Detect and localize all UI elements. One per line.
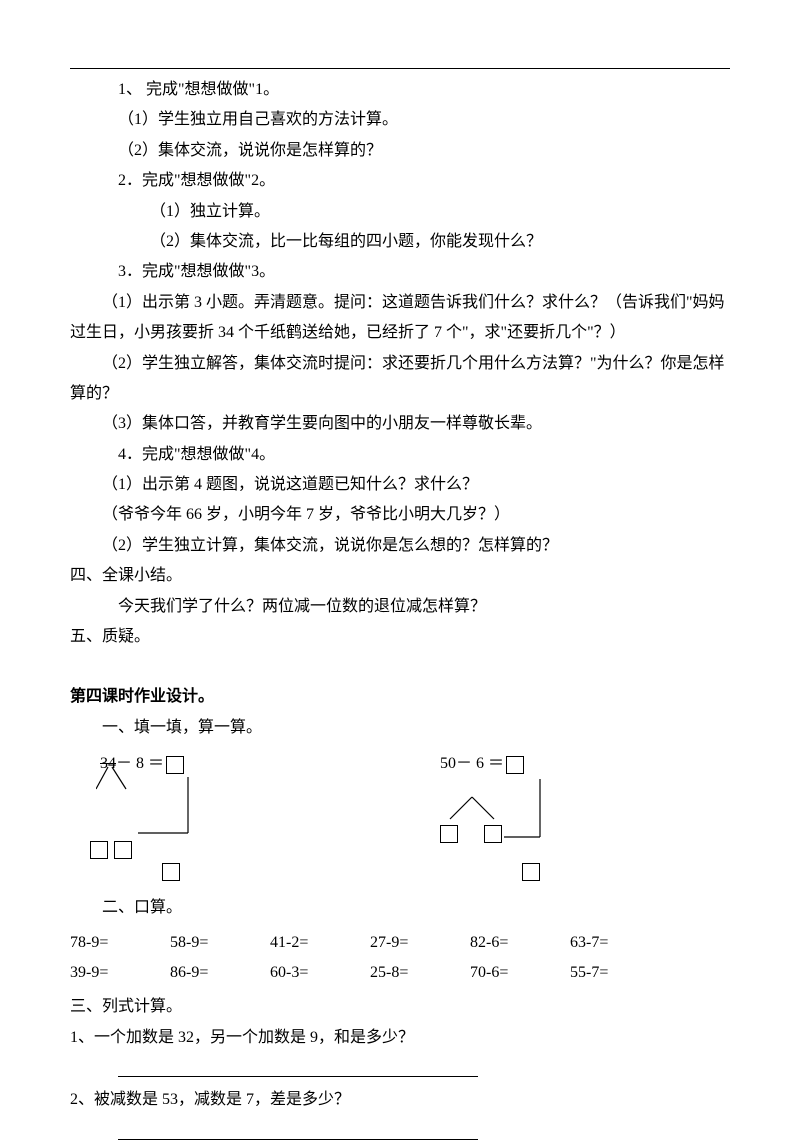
line-17: 五、质疑。 [70, 622, 730, 652]
answer-line-1 [118, 1057, 478, 1077]
line-2: （1）学生独立用自己喜欢的方法计算。 [70, 105, 730, 135]
hw-section-2: 二、口算。 [70, 893, 730, 923]
calc-cell: 60-3= [270, 958, 370, 988]
line-13: （爷爷今年 66 岁，小明今年 7 岁，爷爷比小明大几岁？） [70, 500, 730, 530]
line-11: 4．完成"想想做做"4。 [70, 440, 730, 470]
line-14: （2）学生独立计算，集体交流，说说你是怎么想的？怎样算的？ [70, 531, 730, 561]
calc-cell: 41-2= [270, 928, 370, 958]
split-box-c [440, 825, 458, 843]
line-6: （2）集体交流，比一比每组的四小题，你能发现什么？ [70, 227, 730, 257]
diagram-2: 50－ 6 ＝ [440, 749, 640, 889]
split-diagram-2 [440, 767, 580, 877]
hw3-q1: 1、一个加数是 32，另一个加数是 9，和是多少？ [70, 1023, 730, 1053]
line-15: 四、全课小结。 [70, 561, 730, 591]
split-box-a [90, 841, 108, 859]
calc-cell: 63-7= [570, 928, 670, 958]
result-box-2 [522, 863, 540, 881]
line-3: （2）集体交流，说说你是怎样算的？ [70, 136, 730, 166]
calc-cell: 82-6= [470, 928, 570, 958]
split-box-d [484, 825, 502, 843]
calc-cell: 70-6= [470, 958, 570, 988]
line-16: 今天我们学了什么？两位减一位数的退位减怎样算？ [70, 592, 730, 622]
calc-cell: 78-9= [70, 928, 170, 958]
calc-row-1: 78-9= 58-9= 41-2= 27-9= 82-6= 63-7= [70, 928, 730, 958]
line-8: （1）出示第 3 小题。弄清题意。提问：这道题告诉我们什么？求什么？（告诉我们"… [70, 288, 730, 349]
calc-cell: 55-7= [570, 958, 670, 988]
split-box-b [114, 841, 132, 859]
math-diagrams: 34－ 8 ＝ 50－ 6 ＝ [100, 749, 730, 889]
calc-cell: 39-9= [70, 958, 170, 988]
calc-cell: 25-8= [370, 958, 470, 988]
result-box-1 [162, 863, 180, 881]
hw-section-1: 一、填一填，算一算。 [70, 713, 730, 743]
calc-row-2: 39-9= 86-9= 60-3= 25-8= 70-6= 55-7= [70, 958, 730, 988]
line-10: （3）集体口答，并教育学生要向图中的小朋友一样尊敬长辈。 [70, 409, 730, 439]
split-diagram-1 [96, 761, 216, 881]
calc-cell: 58-9= [170, 928, 270, 958]
line-9: （2）学生独立解答，集体交流时提问：求还要折几个用什么方法算？"为什么？你是怎样… [70, 349, 730, 410]
calc-cell: 27-9= [370, 928, 470, 958]
calc-cell: 86-9= [170, 958, 270, 988]
line-5: （1）独立计算。 [70, 197, 730, 227]
diagram-1: 34－ 8 ＝ [100, 749, 300, 889]
line-7: 3．完成"想想做做"3。 [70, 257, 730, 287]
calc-table: 78-9= 58-9= 41-2= 27-9= 82-6= 63-7= 39-9… [70, 928, 730, 989]
line-12: （1）出示第 4 题图，说说这道题已知什么？求什么？ [70, 470, 730, 500]
line-1: 1、 完成"想想做做"1。 [70, 75, 730, 105]
homework-title: 第四课时作业设计。 [70, 682, 730, 712]
line-4: 2．完成"想想做做"2。 [70, 166, 730, 196]
hw3-q2: 2、被减数是 53，减数是 7，差是多少？ [70, 1085, 730, 1115]
hw-section-3: 三、列式计算。 [70, 992, 730, 1022]
